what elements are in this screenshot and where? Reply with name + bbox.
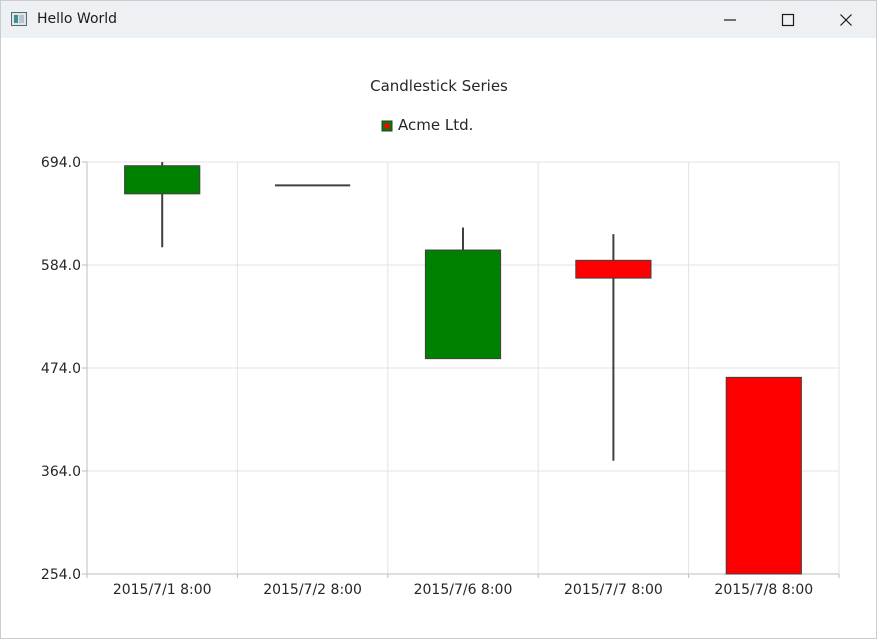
x-tick-label: 2015/7/2 8:00 bbox=[263, 582, 362, 598]
candle-body bbox=[575, 259, 652, 279]
x-tick-label: 2015/7/6 8:00 bbox=[414, 582, 513, 598]
candle[interactable] bbox=[575, 234, 652, 461]
legend-label: Acme Ltd. bbox=[398, 116, 473, 134]
maximize-icon bbox=[781, 13, 795, 26]
chart-title: Candlestick Series bbox=[370, 77, 508, 95]
y-tick-label: 584.0 bbox=[41, 258, 81, 274]
candlestick-chart: Candlestick Series Acme Ltd. 694.0 584.0 4… bbox=[41, 77, 840, 598]
candle[interactable] bbox=[424, 227, 502, 360]
close-icon bbox=[840, 13, 852, 26]
x-tick-label: 2015/7/1 8:00 bbox=[113, 582, 212, 598]
candle[interactable] bbox=[725, 376, 802, 575]
y-axis: 694.0 584.0 474.0 364.0 254.0 bbox=[41, 155, 88, 583]
y-tick-label: 474.0 bbox=[41, 361, 81, 377]
chart-view: Candlestick Series Acme Ltd. 694.0 584.0 4… bbox=[1, 38, 876, 638]
minimize-icon bbox=[724, 18, 736, 21]
candle-body bbox=[725, 376, 802, 575]
legend[interactable]: Acme Ltd. bbox=[381, 116, 473, 134]
x-axis: 2015/7/1 8:00 2015/7/2 8:00 2015/7/6 8:00 2… bbox=[86, 573, 840, 598]
y-tick-label: 364.0 bbox=[41, 464, 81, 480]
maximize-button[interactable] bbox=[765, 1, 811, 38]
x-tick-label: 2015/7/8 8:00 bbox=[714, 582, 813, 598]
close-button[interactable] bbox=[823, 1, 869, 38]
candle-body bbox=[124, 165, 201, 195]
legend-marker-inner bbox=[384, 123, 390, 129]
y-tick-label: 694.0 bbox=[41, 155, 81, 171]
candle-body bbox=[424, 249, 502, 360]
window-title: Hello World bbox=[37, 11, 118, 27]
minimize-button[interactable] bbox=[707, 1, 753, 38]
candle[interactable] bbox=[124, 162, 201, 248]
app-icon bbox=[11, 12, 27, 26]
x-tick-label: 2015/7/7 8:00 bbox=[564, 582, 663, 598]
y-tick-label: 254.0 bbox=[41, 567, 81, 583]
candles bbox=[124, 162, 802, 575]
title-bar[interactable]: Hello World bbox=[1, 1, 876, 38]
